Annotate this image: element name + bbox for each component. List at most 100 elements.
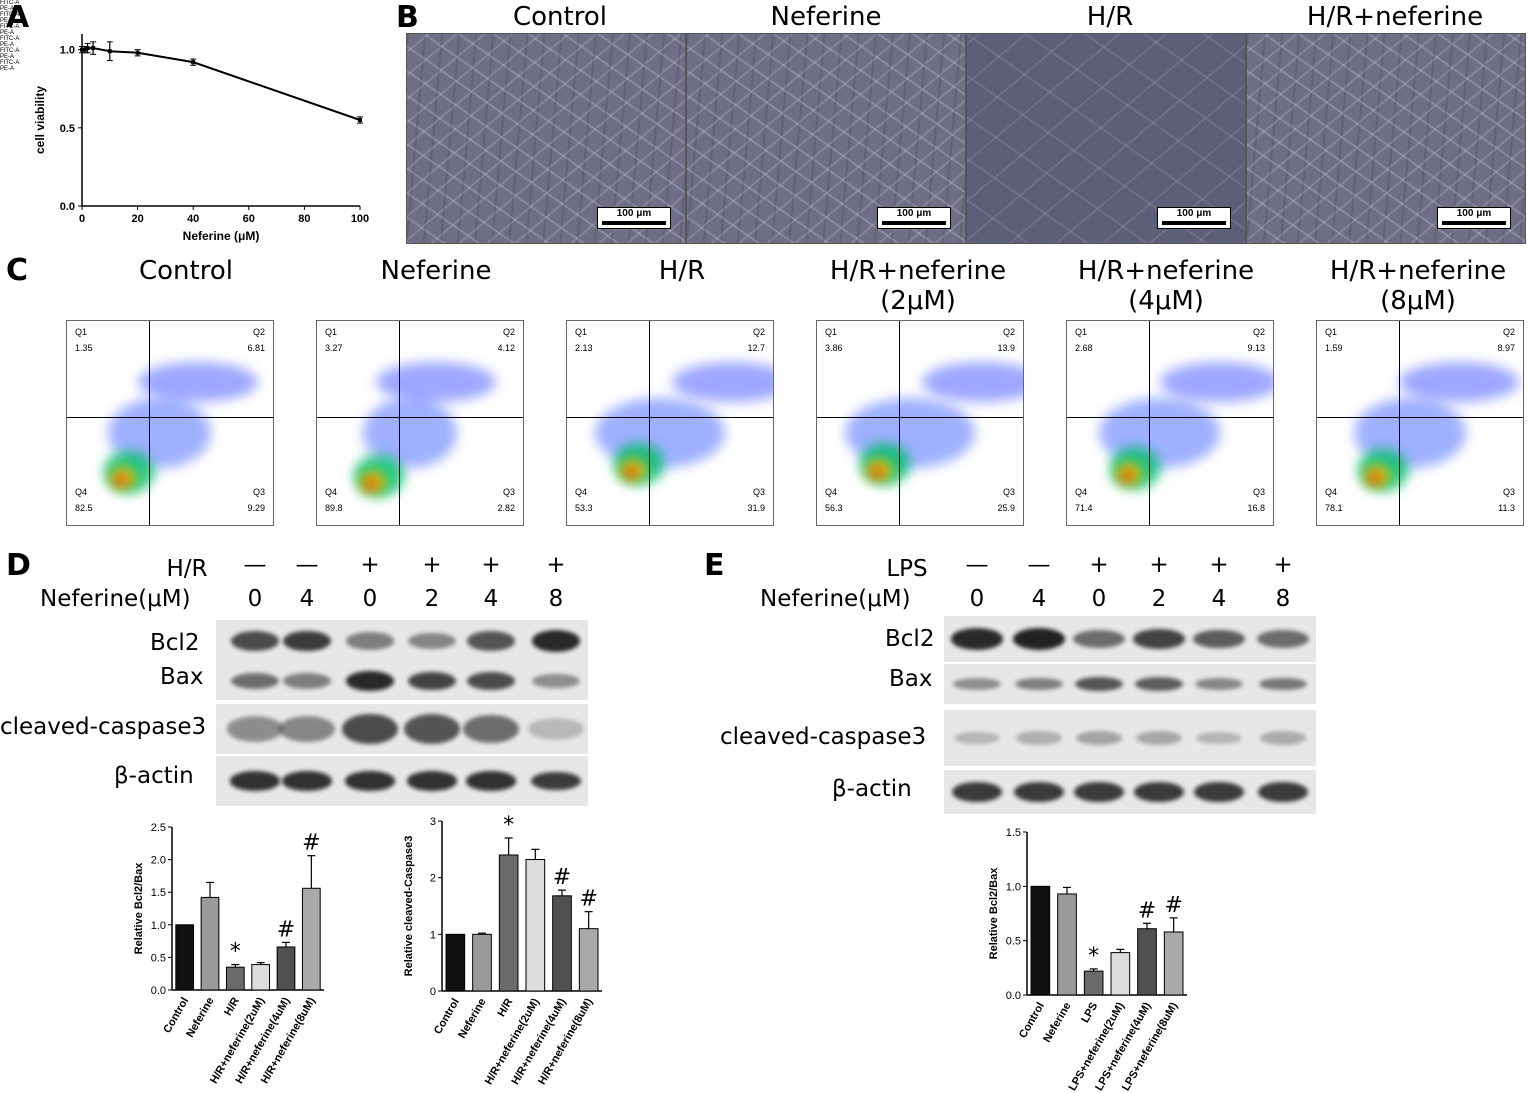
blot-band [283, 673, 331, 689]
micro-title-neferine: Neferine [770, 2, 882, 32]
flow-plot-4: Q1 2.68 Q2 9.13 Q4 71.4 Q3 16.8 [1066, 320, 1274, 526]
blot-band [408, 632, 456, 650]
bar-4 [552, 895, 572, 992]
flow-y-axis-label: PE-A [0, 18, 15, 24]
bar-1 [200, 896, 220, 991]
quadrant-q4-value: 53.3 [575, 503, 593, 513]
data-point [135, 50, 140, 55]
y-axis-label: Relative cleaved-Caspase3 [403, 836, 415, 977]
micrograph-hr-neferine: 100 μm [1246, 33, 1526, 244]
neferine-dose-label-e: Neferine(μM) [760, 586, 911, 612]
blot-band [1259, 677, 1307, 691]
flow-x-axis-label: FITC-A [0, 12, 20, 18]
gate-vertical [899, 321, 900, 525]
protein-label-bcl2-e: Bcl2 [885, 626, 935, 652]
cleaved-caspase3-bar-chart-hr: 0123ControlNeferine*H/RH/R+neferine(2uM)… [403, 815, 602, 1087]
quadrant-q3-value: 25.9 [997, 503, 1015, 513]
flow-y-axis-label: PE-A [0, 30, 15, 36]
bar-2 [1083, 970, 1104, 996]
protein-label-bax-e: Bax [889, 666, 933, 692]
significance-mark: # [1138, 898, 1156, 923]
treatment-sign-0: — [965, 552, 989, 578]
significance-mark: * [503, 815, 514, 838]
quadrant-q2-value: 9.13 [1247, 343, 1265, 353]
blot-band [1016, 731, 1062, 745]
blot-band [408, 671, 456, 691]
blot-band [467, 631, 515, 651]
flow-plot-2: Q1 2.13 Q2 12.7 Q4 53.3 Q3 31.9 [566, 320, 774, 526]
quadrant-q1-label: Q1 [325, 327, 338, 337]
bar-3 [1110, 952, 1131, 996]
protein-label-beta-actin: β-actin [114, 763, 194, 789]
flow-title-5: H/R+neferine [1329, 256, 1507, 286]
gate-horizontal [1067, 417, 1273, 418]
gate-horizontal [67, 417, 273, 418]
quadrant-q2-value: 13.9 [997, 343, 1015, 353]
blot-band [1014, 781, 1064, 803]
flow-y-axis-label: PE-A [0, 42, 15, 48]
dose-value-1: 4 [299, 586, 315, 612]
quadrant-q4-label: Q4 [1075, 487, 1088, 497]
blot-band [1133, 628, 1185, 650]
x-tick-label: 60 [243, 213, 255, 225]
blot-band [231, 672, 279, 690]
blot-band [531, 771, 581, 791]
quadrant-q3-value: 11.3 [1498, 503, 1515, 513]
quadrant-q1-label: Q1 [1075, 327, 1088, 337]
dose-value-1: 4 [1031, 586, 1047, 612]
quadrant-q3-label: Q3 [502, 487, 515, 497]
quadrant-q4-value: 56.3 [825, 503, 843, 513]
scale-bar: 100 μm [1437, 207, 1511, 229]
quadrant-q3-label: Q3 [252, 487, 265, 497]
x-tick-label: 0 [79, 213, 85, 225]
gate-horizontal [817, 417, 1023, 418]
quadrant-q3-label: Q3 [1002, 487, 1015, 497]
blot-strip-cleaved-caspase3 [216, 704, 588, 754]
flow-plot-0: Q1 1.35 Q2 6.81 Q4 82.5 Q3 9.29 [66, 320, 274, 526]
flow-subtitle-3: (2μM) [880, 286, 956, 316]
blot-band [283, 630, 331, 652]
blot-band [1134, 781, 1184, 803]
neferine-dose-label: Neferine(μM) [40, 586, 191, 612]
flow-title-4: H/R+neferine [1077, 256, 1255, 286]
gate-vertical [1149, 321, 1150, 525]
y-tick-label: 0.0 [60, 201, 75, 213]
y-tick-label: 0.5 [1006, 936, 1021, 948]
quadrant-q3-label: Q3 [752, 487, 765, 497]
quadrant-q1-label: Q1 [75, 327, 88, 337]
gate-vertical [399, 321, 400, 525]
category-label: H/R [222, 995, 242, 1017]
flow-plot-1: Q1 3.27 Q2 4.12 Q4 89.8 Q3 2.82 [316, 320, 524, 526]
x-tick-label: 80 [298, 213, 310, 225]
data-point [107, 49, 112, 54]
gate-horizontal [1317, 417, 1523, 418]
cell-population [1368, 473, 1381, 484]
flow-subtitle-5: (8μM) [1380, 286, 1456, 316]
blot-strip-bcl2 [216, 620, 588, 662]
dose-value-5: 8 [1275, 586, 1291, 612]
blot-band [532, 673, 580, 689]
cell-population [137, 362, 258, 403]
y-tick-label: 0 [430, 986, 436, 998]
quadrant-q2-label: Q2 [1252, 327, 1265, 337]
bar-0 [1030, 885, 1051, 996]
dose-value-0: 0 [247, 586, 263, 612]
blot-band [951, 628, 1003, 650]
flow-x-axis-label: FITC-A [0, 36, 20, 42]
y-tick-label: 1 [430, 929, 436, 941]
quadrant-q1-value: 3.27 [325, 343, 343, 353]
x-tick-label: 100 [351, 213, 369, 225]
quadrant-q1-label: Q1 [575, 327, 588, 337]
blot-band [1258, 781, 1308, 803]
lps-label: LPS [886, 556, 928, 582]
bcl2-bax-bar-chart-lps: 0.00.51.01.5ControlNeferine*LPSLPS+nefer… [988, 827, 1187, 1093]
significance-mark: * [1088, 944, 1099, 969]
quadrant-q4-label: Q4 [825, 487, 838, 497]
panel-label-e: E [704, 548, 725, 583]
bar-5 [301, 887, 321, 991]
cell-population [671, 362, 773, 403]
cell-population [376, 362, 497, 403]
blot-band [342, 713, 398, 745]
blot-band [1135, 677, 1183, 691]
gate-vertical [149, 321, 150, 525]
